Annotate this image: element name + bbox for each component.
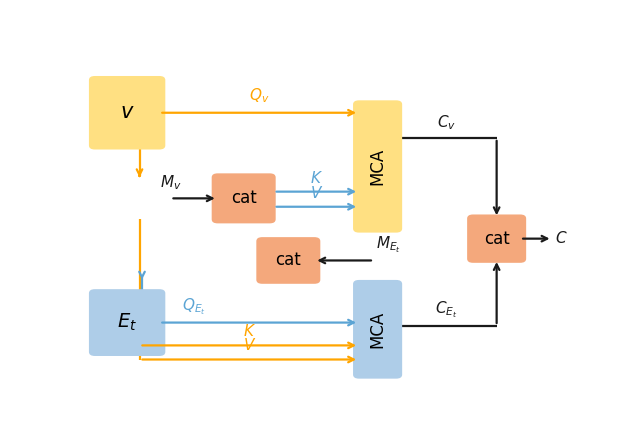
Text: $Q_{E_t}$: $Q_{E_t}$ xyxy=(182,296,205,317)
Text: cat: cat xyxy=(231,189,257,208)
Text: $C_{E_t}$: $C_{E_t}$ xyxy=(435,299,458,320)
Text: $K$: $K$ xyxy=(310,170,323,186)
FancyBboxPatch shape xyxy=(257,237,320,284)
FancyBboxPatch shape xyxy=(212,174,276,223)
Text: cat: cat xyxy=(275,252,301,269)
Text: $Q_v$: $Q_v$ xyxy=(249,87,269,106)
Text: $V$: $V$ xyxy=(243,337,256,354)
FancyBboxPatch shape xyxy=(89,76,165,150)
FancyBboxPatch shape xyxy=(467,215,526,263)
FancyBboxPatch shape xyxy=(353,280,402,378)
Text: $M_{E_t}$: $M_{E_t}$ xyxy=(376,235,401,255)
FancyBboxPatch shape xyxy=(353,100,402,232)
Text: $K$: $K$ xyxy=(243,324,256,339)
FancyBboxPatch shape xyxy=(89,289,165,356)
Text: $M_v$: $M_v$ xyxy=(160,174,181,192)
Text: $C$: $C$ xyxy=(555,230,568,245)
Text: $v$: $v$ xyxy=(120,103,134,122)
Text: MCA: MCA xyxy=(369,311,387,348)
Text: $C_v$: $C_v$ xyxy=(437,113,456,132)
Text: cat: cat xyxy=(484,230,509,248)
Text: $V$: $V$ xyxy=(310,185,323,201)
Text: MCA: MCA xyxy=(369,148,387,185)
Text: $E_t$: $E_t$ xyxy=(117,312,137,333)
